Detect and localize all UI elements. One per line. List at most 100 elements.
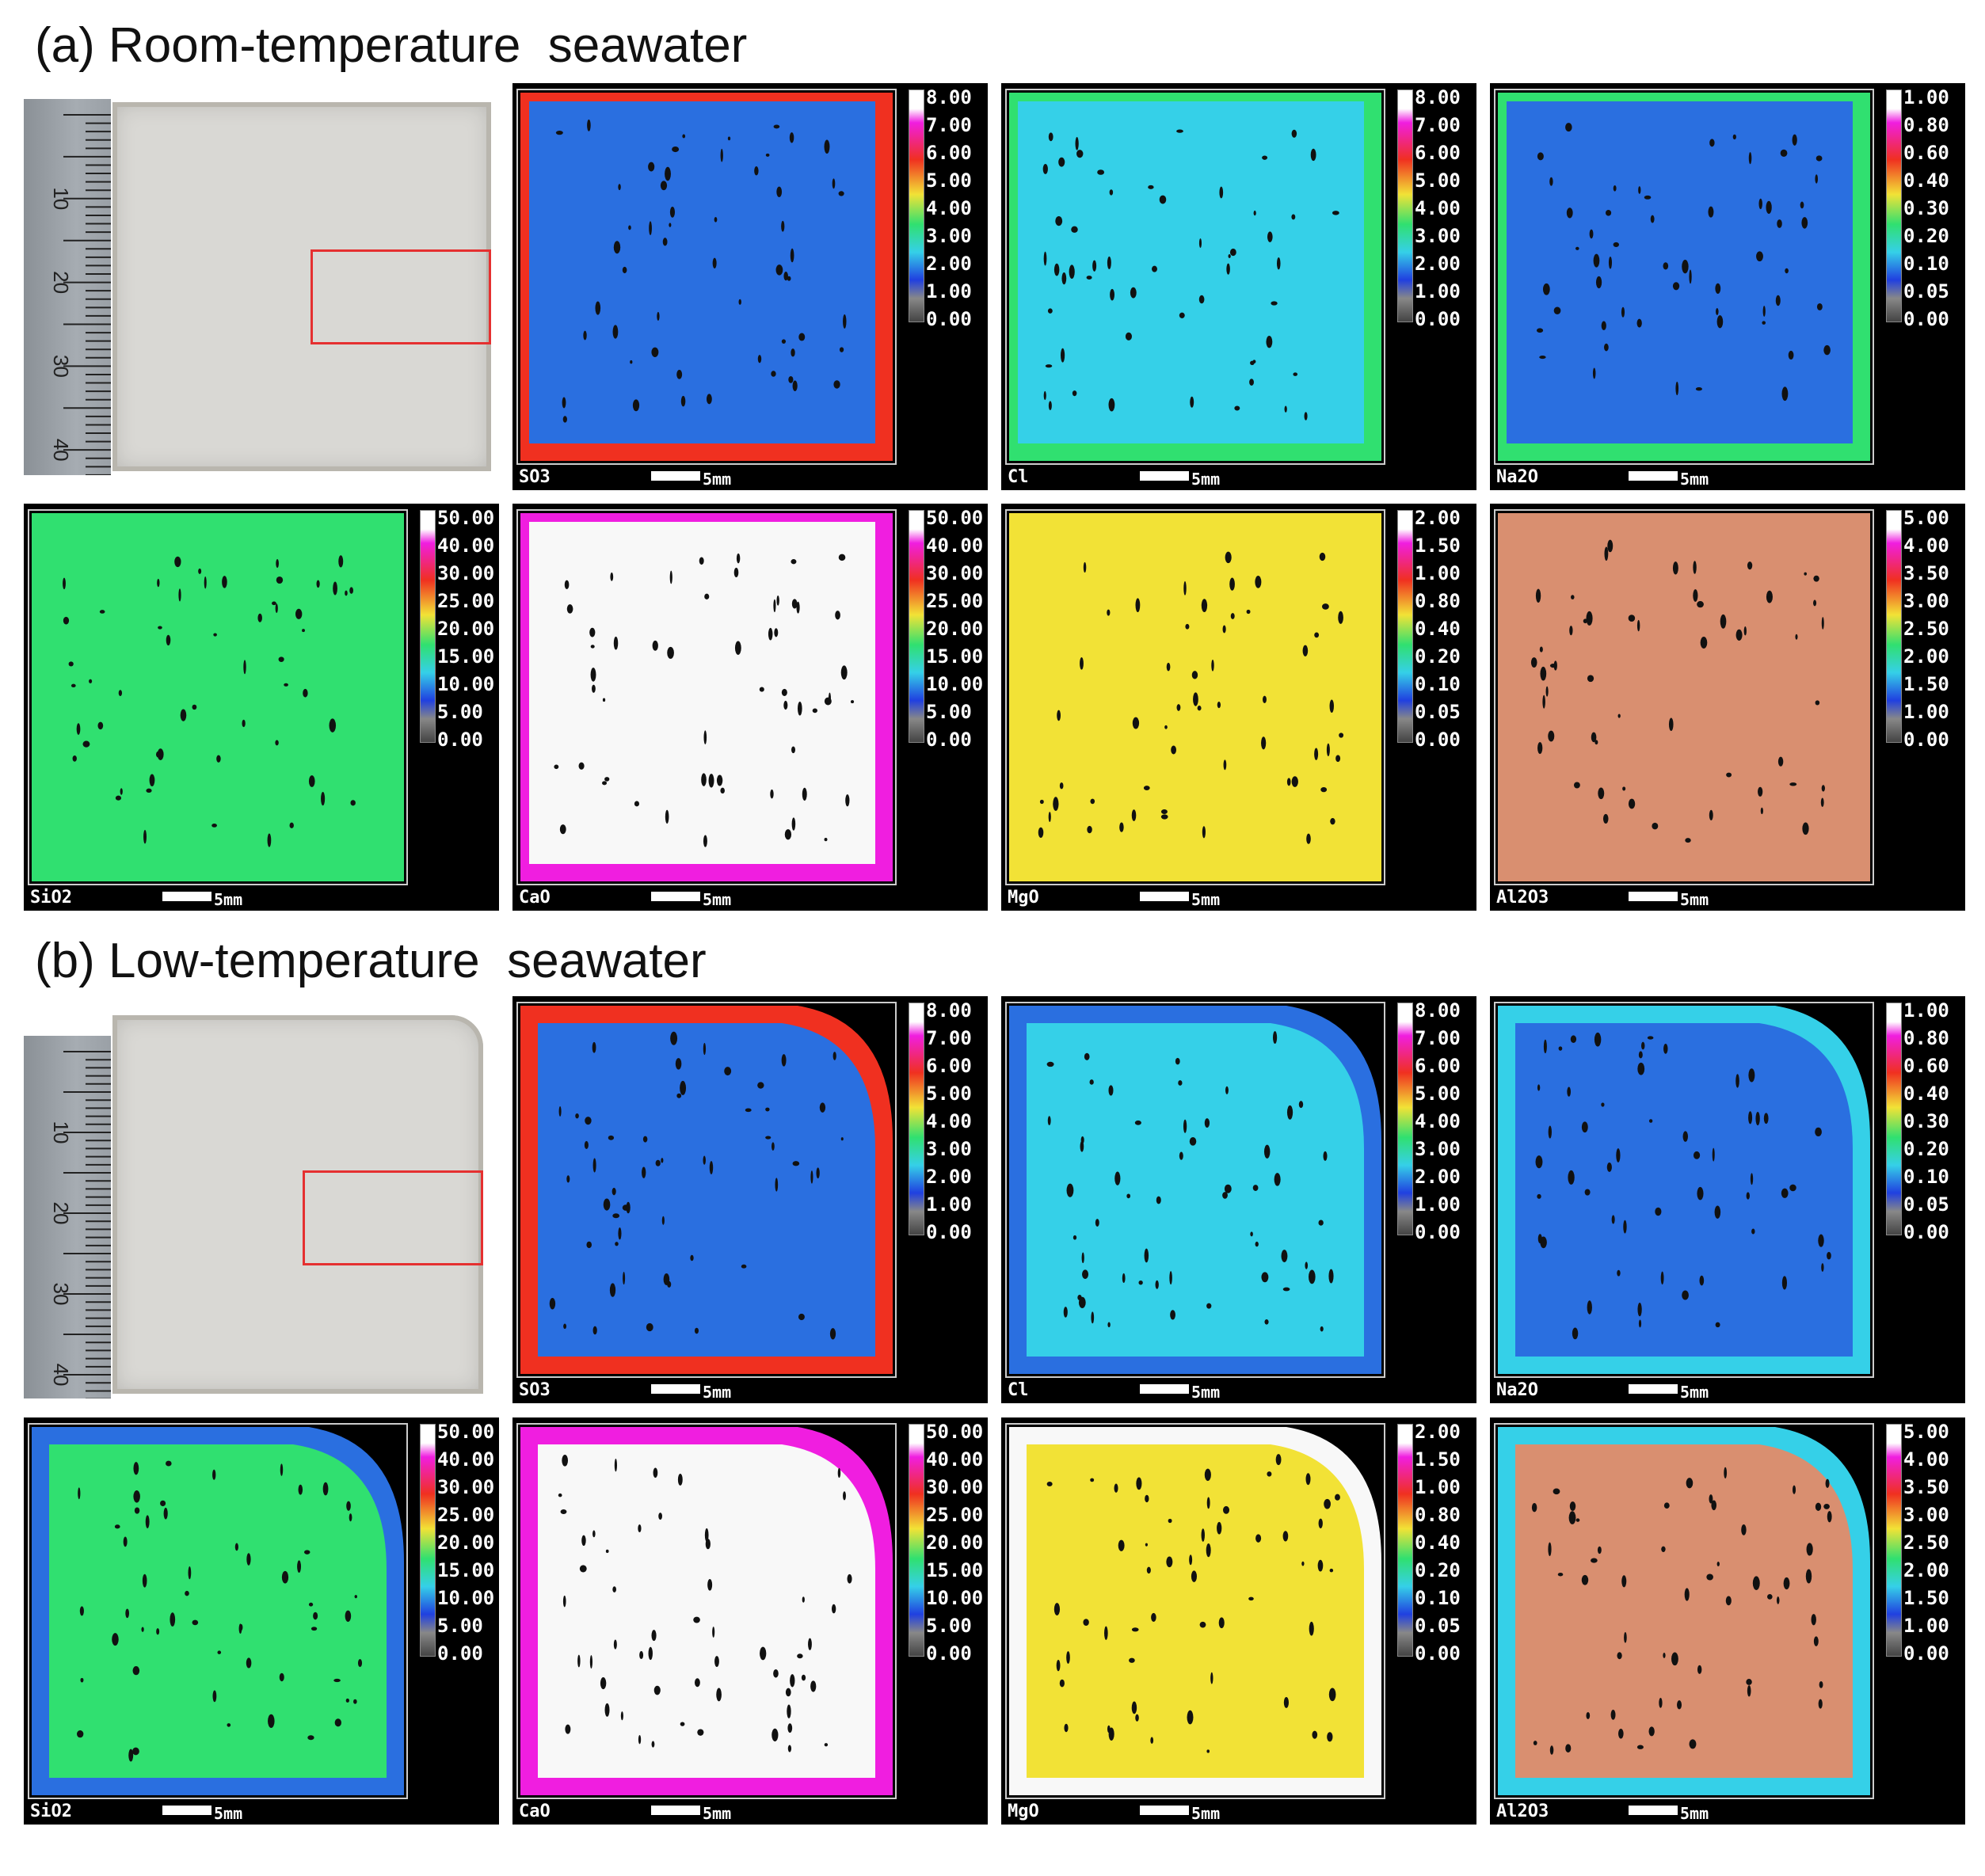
pore [716,1688,722,1702]
pore [174,556,181,568]
pore [1183,1119,1187,1133]
pore [1591,732,1597,743]
pore [840,1137,844,1141]
pore [1715,283,1721,294]
pore [1061,348,1065,363]
pore [653,1685,661,1695]
pore [791,559,797,565]
color-scale-tick: 4.00 [1903,535,1949,557]
pore [1553,1488,1560,1495]
pore [1319,552,1326,561]
pore [1752,1576,1760,1590]
pore [1252,1185,1259,1191]
pore [1223,759,1227,771]
pore [669,570,672,584]
pore [1602,813,1609,824]
pore [787,1723,793,1733]
scale-label: 5mm [703,1804,732,1823]
pore [1048,132,1053,142]
pore [1586,611,1593,626]
pore [653,1467,658,1478]
pore [1760,807,1763,815]
pore [1539,646,1543,653]
color-scale-tick: 2.00 [1415,507,1461,529]
pore [1039,799,1044,805]
pore [1191,671,1198,679]
map-core-zone [529,522,875,864]
pore [1293,372,1298,376]
color-scale-tick: 1.00 [1415,1193,1461,1216]
pore [1597,1546,1602,1554]
pore [651,1630,657,1642]
map-core-zone [1027,1444,1364,1778]
pore [1537,1193,1541,1199]
pore [123,1536,128,1547]
pore [754,166,759,176]
map-element-label: Al2O3 [1496,1802,1549,1821]
pore [1660,1271,1664,1285]
map-frame [1494,1423,1874,1799]
pore [1821,1263,1824,1272]
pore [757,1082,764,1089]
pore [736,553,741,564]
pore [1250,1231,1253,1237]
pore [1726,772,1732,778]
pore [1689,1739,1697,1749]
pore [712,257,717,269]
pore [1747,1685,1751,1697]
map-frame [1005,1002,1385,1378]
pore [1545,686,1549,697]
color-scale-tick: 2.50 [1903,1532,1949,1554]
color-scale-tick: 0.00 [926,1642,972,1665]
pore [1675,381,1679,396]
pore [1762,306,1766,317]
pore [1187,1710,1194,1725]
pore [63,577,66,590]
pore [1682,259,1689,274]
pore [280,1463,284,1476]
pore [559,824,566,835]
color-scale-tick: 10.00 [437,673,495,695]
pore [1802,822,1809,835]
color-scale-tick: 1.00 [1415,1476,1461,1498]
pore [1108,398,1115,412]
color-scale-tick: 1.00 [1415,562,1461,584]
pore [68,661,74,667]
pore [1206,1303,1212,1309]
pore [354,1595,357,1599]
pore [1066,1651,1070,1664]
pore [838,191,844,196]
pore [1061,272,1067,285]
pore [661,1158,664,1163]
pore [1110,288,1115,301]
pore [212,1690,217,1703]
color-scale-tick: 2.00 [1903,645,1949,668]
pore [714,216,718,223]
pore [791,348,795,357]
section-a-title: (a) Room-temperature seawater [35,18,748,73]
scale-bar [651,1384,700,1394]
color-scale-tick: 0.00 [1903,308,1949,330]
pore [1549,177,1553,186]
pore [787,1704,791,1718]
pore [669,223,672,227]
pore [781,220,785,232]
pore [334,1718,341,1727]
pore [1800,201,1804,209]
pore [1682,1131,1689,1142]
pore [1230,613,1235,619]
pore [1535,588,1541,603]
pore [1638,1051,1643,1059]
pore [1263,695,1267,704]
pore [775,264,783,276]
map-core-zone [1515,1023,1853,1357]
ruler-label: 40 [49,439,73,462]
pore [694,1678,700,1688]
color-scale-tick: 7.00 [1415,1027,1461,1049]
pore [562,416,567,423]
pore [618,184,621,191]
pore [1282,1287,1290,1292]
pore [1114,1483,1118,1493]
pore [706,394,712,405]
map-core-zone [1018,101,1364,443]
